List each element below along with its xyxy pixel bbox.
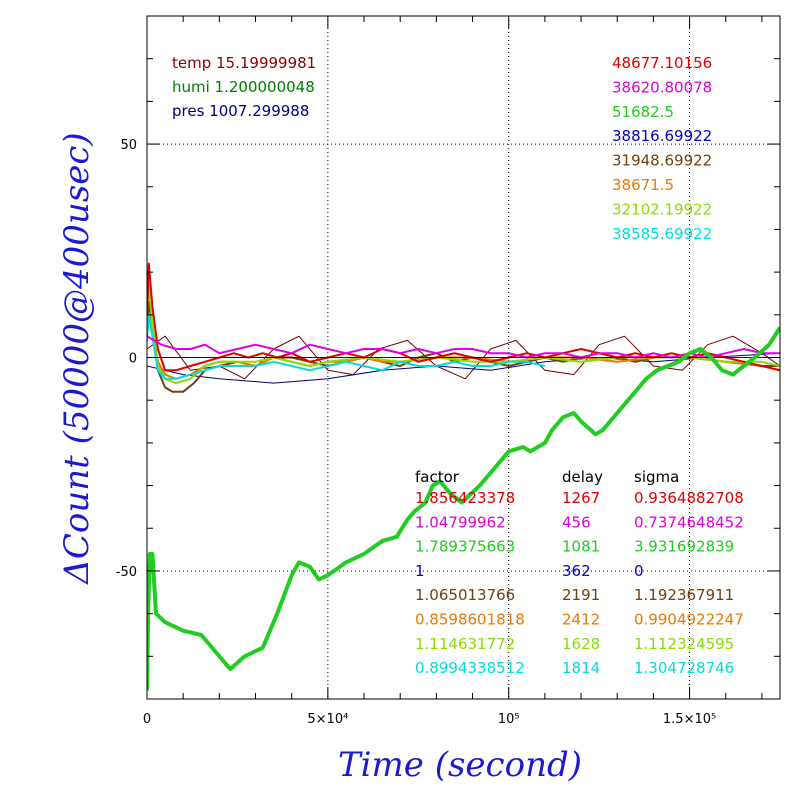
total-value: 51682.5 [612, 103, 674, 121]
factor-value: 1.114631772 [415, 635, 515, 653]
x-tick-label: 0 [143, 712, 151, 727]
sigma-header: sigma [634, 468, 679, 486]
green-curve [147, 326, 780, 691]
factor-value: 1.065013766 [415, 586, 515, 604]
red-curve [147, 262, 780, 372]
delay-header: delay [562, 468, 603, 486]
total-value: 48677.10156 [612, 54, 712, 72]
sigma-value: 1.112324595 [634, 635, 734, 653]
y-axis-label: ΔCount (50000@400usec) [57, 132, 97, 585]
x-tick-label: 5×10⁴ [307, 712, 348, 727]
total-value: 31948.69922 [612, 152, 712, 170]
sigma-value: 3.931692839 [634, 538, 734, 556]
cyan-curve [147, 313, 546, 380]
env-pres: pres 1007.299988 [172, 102, 309, 120]
totals-legend: 48677.10156 38620.80078 51682.5 38816.69922… [612, 54, 712, 243]
total-value: 38620.80078 [612, 78, 712, 96]
factor-value: 1.856423378 [415, 489, 515, 507]
env-temp: temp 15.19999981 [172, 54, 316, 72]
factor-value: 1.04799962 [415, 513, 506, 531]
tick-marks [146, 15, 780, 700]
series-lines [147, 262, 780, 691]
delay-value: 456 [562, 513, 591, 531]
x-axis-label: Time (second) [338, 745, 582, 785]
factor-value: 1.789375663 [415, 538, 515, 556]
x-tick-label: 1.5×10⁵ [663, 712, 716, 727]
delay-value: 362 [562, 562, 591, 580]
magenta-curve [147, 335, 780, 359]
sigma-value: 1.192367911 [634, 586, 734, 604]
delay-value: 2412 [562, 611, 600, 629]
delay-value: 1814 [562, 659, 600, 677]
delay-value: 1267 [562, 489, 600, 507]
factor-value: 0.8598601818 [415, 611, 525, 629]
y-tick-label: 0 [129, 352, 137, 367]
total-value: 38816.69922 [612, 127, 712, 145]
sigma-value: 0.9364882708 [634, 489, 744, 507]
y-tick-label: 50 [120, 138, 137, 153]
sigma-value: 1.304728746 [634, 659, 734, 677]
tick-labels: 0 5×10⁴ 10⁵ 1.5×10⁵ -50 0 50 [116, 138, 716, 727]
total-value: 32102.19922 [612, 200, 712, 218]
sigma-value: 0 [634, 562, 644, 580]
sigma-value: 0.9904922247 [634, 611, 744, 629]
env-legend: temp 15.19999981 humi 1.200000048 pres 100… [172, 54, 316, 120]
total-value: 38585.69922 [612, 225, 712, 243]
delay-value: 1628 [562, 635, 600, 653]
env-humi: humi 1.200000048 [172, 78, 315, 96]
factor-value: 1 [415, 562, 425, 580]
factor-value: 0.8994338512 [415, 659, 525, 677]
total-value: 38671.5 [612, 176, 674, 194]
parameter-table: factor delay sigma 1.856423378 1267 0.9364… [415, 468, 744, 677]
y-tick-label: -50 [116, 565, 137, 580]
factor-header: factor [415, 468, 460, 486]
temp-curve [147, 335, 780, 380]
delay-value: 1081 [562, 538, 600, 556]
x-tick-label: 10⁵ [498, 712, 520, 727]
sigma-value: 0.7374648452 [634, 513, 744, 531]
delay-value: 2191 [562, 586, 600, 604]
